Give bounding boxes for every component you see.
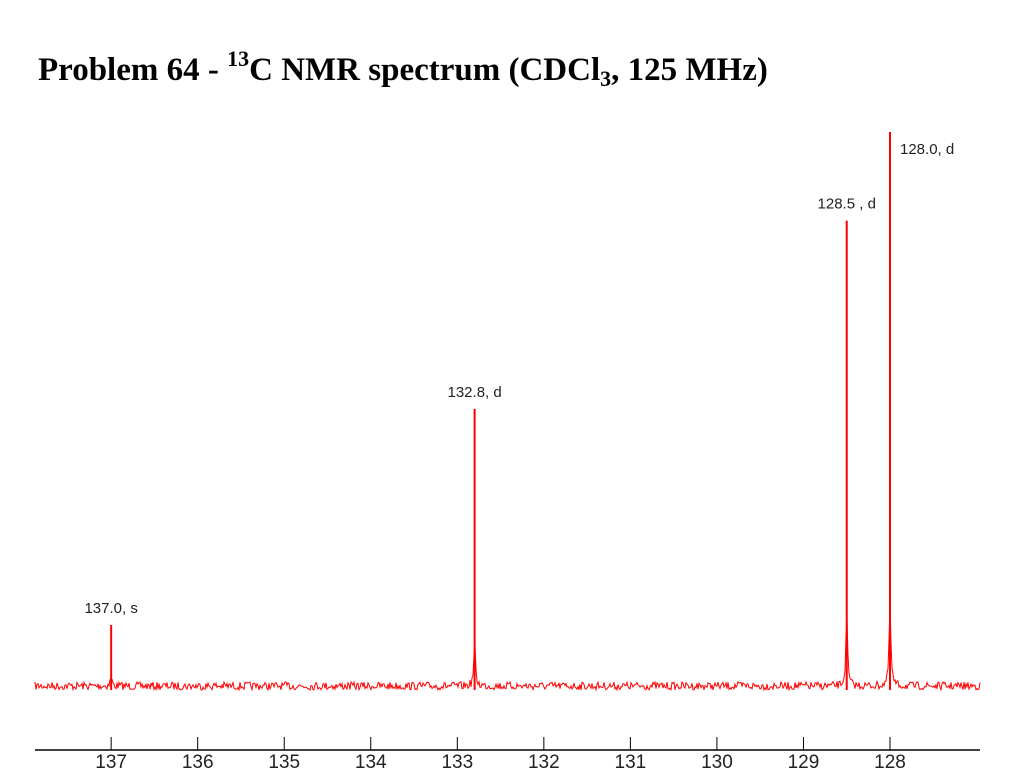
- x-tick-label: 136: [182, 752, 214, 773]
- peak-label: 128.5 , d: [818, 196, 876, 213]
- title-subscript: 3: [600, 66, 612, 91]
- x-tick-label: 137: [95, 752, 127, 773]
- peak-label: 137.0, s: [84, 600, 137, 617]
- x-tick-label: 129: [788, 752, 820, 773]
- title-suffix: , 125 MHz): [611, 52, 768, 88]
- x-tick-label: 128: [874, 752, 906, 773]
- title-prefix: Problem 64 -: [38, 52, 228, 88]
- spectrum-baseline: [34, 602, 981, 692]
- x-tick-label: 131: [615, 752, 647, 773]
- x-tick-label: 133: [441, 752, 473, 773]
- x-tick-label: 130: [701, 752, 733, 773]
- x-tick-label: 134: [355, 752, 387, 773]
- peak-label: 132.8, d: [448, 384, 502, 401]
- page-title: Problem 64 - 13C NMR spectrum (CDCl3, 12…: [38, 46, 768, 92]
- x-tick-label: 132: [528, 752, 560, 773]
- x-tick-label: 135: [268, 752, 300, 773]
- title-main: C NMR spectrum (CDCl: [249, 52, 601, 88]
- title-isotope: 13: [227, 46, 250, 71]
- peak-label: 128.0, d: [900, 141, 954, 158]
